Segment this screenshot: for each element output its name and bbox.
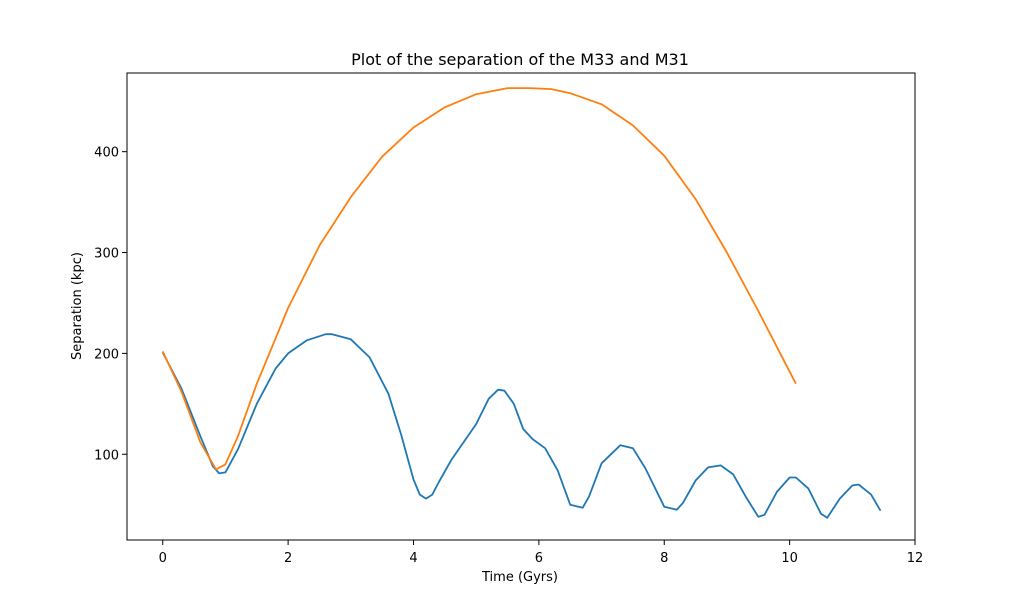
x-tick-label: 0 bbox=[159, 551, 167, 566]
x-tick-label: 10 bbox=[781, 551, 798, 566]
y-tick-label: 400 bbox=[94, 146, 119, 161]
y-tick-label: 100 bbox=[94, 448, 119, 463]
x-axis-label: Time (Gyrs) bbox=[481, 570, 558, 585]
x-tick-label: 8 bbox=[660, 551, 668, 566]
x-tick-label: 2 bbox=[284, 551, 292, 566]
y-axis: 100 200 300 400 bbox=[94, 146, 127, 463]
x-tick-label: 4 bbox=[409, 551, 417, 566]
plot-area bbox=[161, 87, 882, 519]
x-tick-label: 12 bbox=[907, 551, 924, 566]
y-axis-label: Separation (kpc) bbox=[70, 252, 85, 360]
axes-frame bbox=[126, 72, 916, 541]
y-tick-label: 200 bbox=[94, 347, 119, 362]
series-line-2 bbox=[161, 87, 797, 471]
chart-title: Plot of the separation of the M33 and M3… bbox=[351, 50, 689, 69]
x-tick-label: 6 bbox=[535, 551, 543, 566]
series-line-1 bbox=[161, 333, 882, 519]
y-tick-label: 300 bbox=[94, 247, 119, 262]
x-axis: 0 2 4 6 8 10 12 bbox=[159, 540, 924, 566]
